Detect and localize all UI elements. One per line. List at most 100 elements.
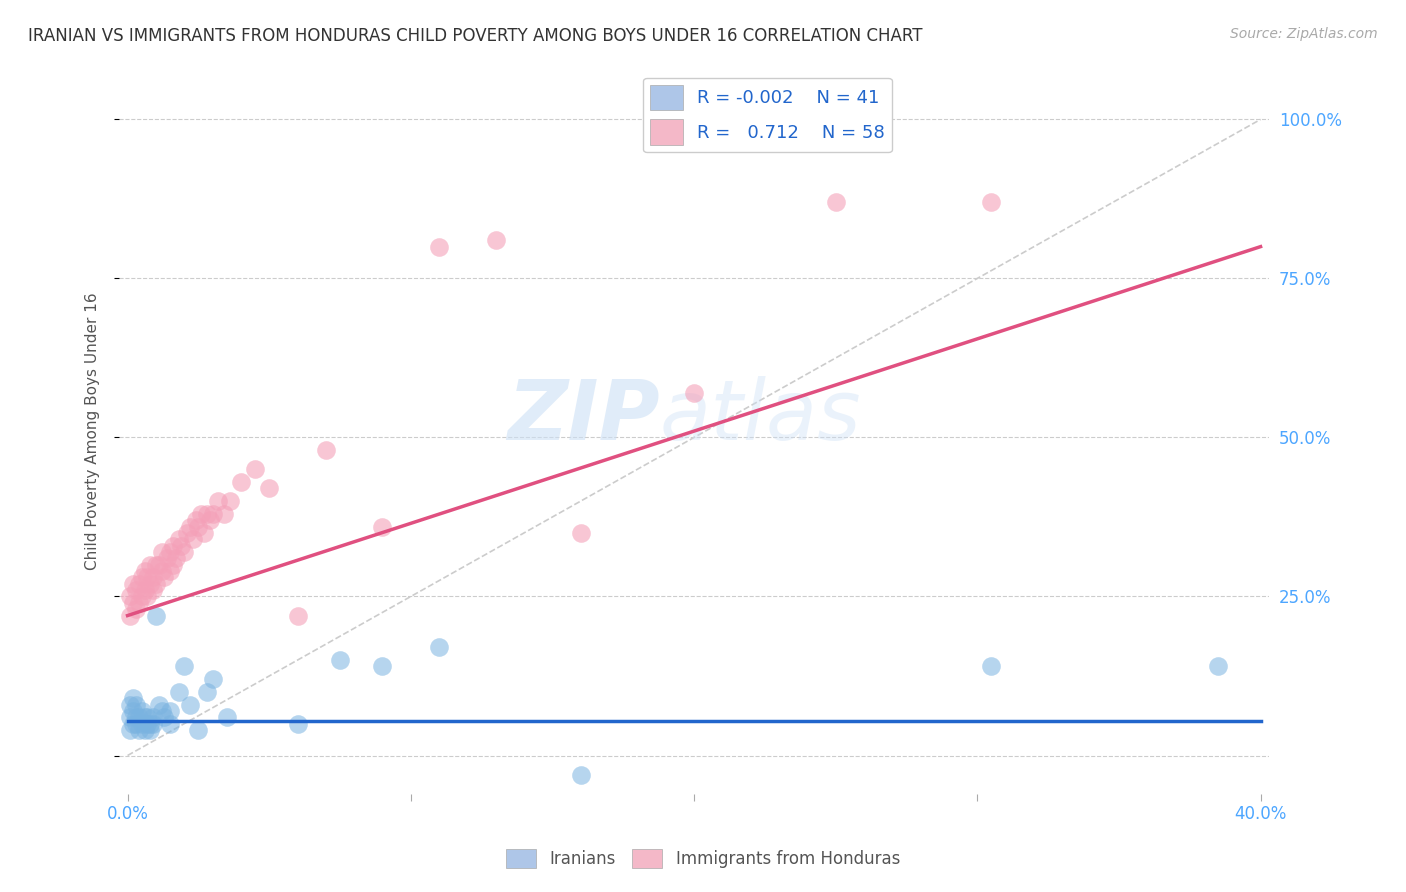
Text: Source: ZipAtlas.com: Source: ZipAtlas.com (1230, 27, 1378, 41)
Point (145, 558, 167, 572)
Legend: R = -0.002    N = 41, R =   0.712    N = 58: R = -0.002 N = 41, R = 0.712 N = 58 (643, 78, 891, 153)
Point (120, 608, 142, 623)
Text: ZIP: ZIP (508, 376, 659, 457)
Point (173, 545, 195, 559)
Point (128, 576, 150, 591)
Point (148, 698, 170, 712)
Point (153, 570, 176, 584)
Point (218, 494, 240, 508)
Point (156, 551, 179, 566)
Point (176, 525, 198, 540)
Point (142, 570, 165, 584)
Point (145, 608, 167, 623)
Point (824, 195, 846, 210)
Point (1206, 659, 1229, 673)
Point (207, 494, 229, 508)
Point (128, 596, 150, 610)
Point (980, 195, 1002, 210)
Point (371, 519, 394, 533)
Point (215, 710, 238, 724)
Point (315, 443, 337, 458)
Point (128, 710, 150, 724)
Point (150, 704, 173, 718)
Point (179, 698, 201, 712)
Point (125, 602, 148, 616)
Point (257, 481, 280, 495)
Point (170, 539, 193, 553)
Point (181, 533, 204, 547)
Text: IRANIAN VS IMMIGRANTS FROM HONDURAS CHILD POVERTY AMONG BOYS UNDER 16 CORRELATIO: IRANIAN VS IMMIGRANTS FROM HONDURAS CHIL… (28, 27, 922, 45)
Point (193, 525, 215, 540)
Point (167, 533, 190, 547)
Point (165, 551, 187, 566)
Point (159, 564, 181, 578)
Point (179, 519, 201, 533)
Point (212, 507, 235, 521)
Legend: Iranians, Immigrants from Honduras: Iranians, Immigrants from Honduras (499, 842, 907, 875)
Point (142, 583, 165, 598)
Point (134, 723, 156, 737)
Point (980, 659, 1002, 673)
Point (131, 590, 153, 604)
Point (134, 564, 156, 578)
Point (131, 716, 153, 731)
Y-axis label: Child Poverty Among Boys Under 16: Child Poverty Among Boys Under 16 (86, 293, 100, 570)
Point (371, 659, 394, 673)
Point (287, 608, 309, 623)
Point (134, 583, 156, 598)
Point (134, 710, 156, 724)
Point (125, 710, 148, 724)
Point (198, 513, 221, 527)
Point (120, 590, 142, 604)
Point (142, 716, 165, 731)
Point (427, 239, 450, 253)
Point (162, 539, 184, 553)
Point (125, 583, 148, 598)
Point (122, 691, 145, 706)
Point (125, 716, 148, 731)
Point (153, 710, 176, 724)
Point (136, 710, 159, 724)
Point (427, 640, 450, 655)
Point (195, 507, 218, 521)
Point (187, 723, 209, 737)
Point (131, 570, 153, 584)
Text: atlas: atlas (659, 376, 862, 457)
Point (167, 685, 190, 699)
Point (159, 716, 181, 731)
Point (229, 475, 252, 489)
Point (139, 576, 162, 591)
Point (120, 710, 142, 724)
Point (150, 564, 173, 578)
Point (195, 685, 218, 699)
Point (139, 558, 162, 572)
Point (139, 716, 162, 731)
Point (569, 767, 592, 781)
Point (122, 704, 145, 718)
Point (243, 462, 266, 476)
Point (162, 558, 184, 572)
Point (125, 698, 148, 712)
Point (569, 525, 592, 540)
Point (122, 596, 145, 610)
Point (201, 507, 224, 521)
Point (184, 513, 207, 527)
Point (142, 710, 165, 724)
Point (173, 659, 195, 673)
Point (150, 545, 173, 559)
Point (120, 698, 142, 712)
Point (187, 519, 209, 533)
Point (139, 723, 162, 737)
Point (122, 576, 145, 591)
Point (159, 704, 181, 718)
Point (201, 672, 224, 686)
Point (159, 545, 181, 559)
Point (136, 716, 159, 731)
Point (122, 716, 145, 731)
Point (145, 576, 167, 591)
Point (131, 704, 153, 718)
Point (485, 233, 508, 247)
Point (128, 723, 150, 737)
Point (329, 653, 352, 667)
Point (136, 570, 159, 584)
